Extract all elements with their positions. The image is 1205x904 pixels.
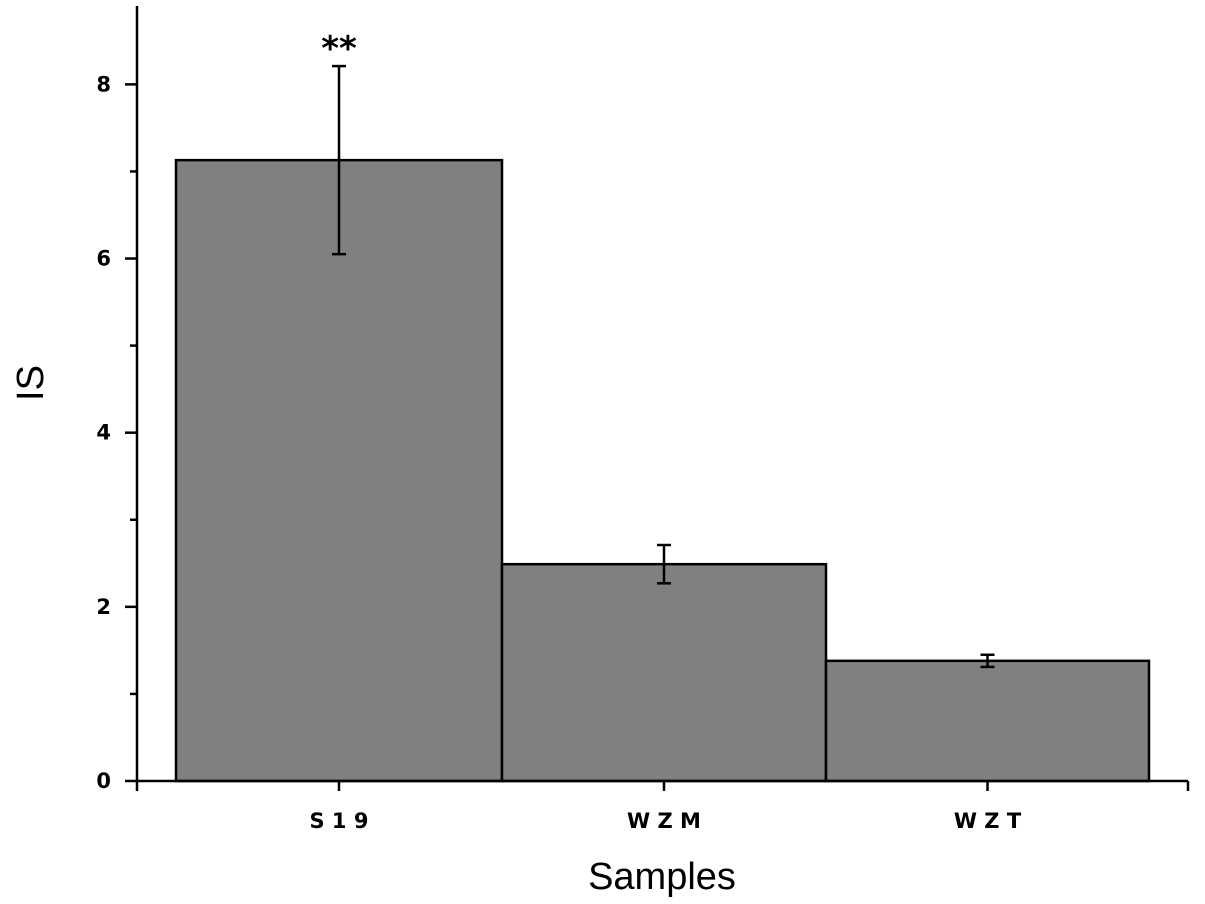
y-axis-title: IS — [10, 365, 52, 401]
bar-wzm — [500, 562, 828, 783]
error-bars-group — [332, 64, 995, 669]
y-tick-label: 4 — [96, 421, 111, 445]
bars-group — [174, 158, 1151, 783]
bar-wzt — [824, 659, 1151, 783]
bar-s19 — [174, 158, 504, 783]
y-tick-label: 6 — [96, 247, 111, 271]
y-tick-label: 2 — [96, 595, 111, 619]
y-tick-label: 0 — [96, 769, 111, 793]
x-tick-label-wzt: W Z T — [954, 809, 1022, 833]
x-tick-label-s19: S 1 9 — [310, 809, 369, 833]
significance-annotation: ** — [321, 29, 357, 69]
y-tick-label: 8 — [96, 72, 111, 96]
x-tick-label-wzm: W Z M — [627, 809, 701, 833]
labels-group: ** 0 2 4 6 8 S 1 9 W Z M W Z T — [96, 29, 1021, 833]
axes-group — [125, 6, 1190, 791]
x-axis-title: Samples — [588, 856, 736, 898]
